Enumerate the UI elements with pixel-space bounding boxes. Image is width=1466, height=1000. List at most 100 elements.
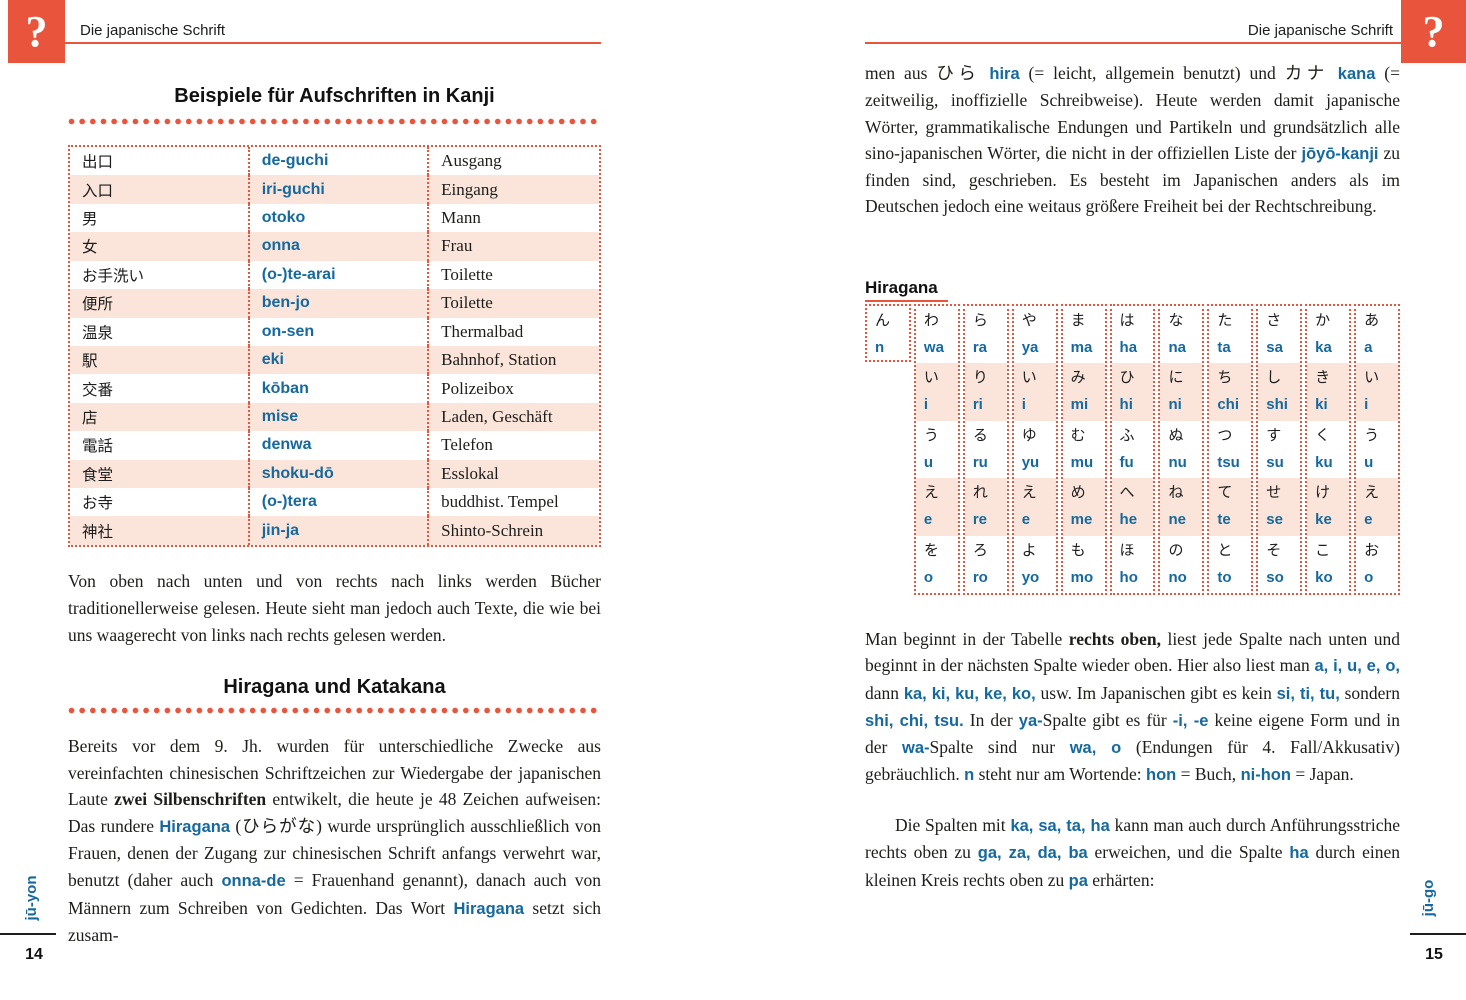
romaji-label: tsu bbox=[1217, 453, 1240, 471]
kana-glyph: ほ bbox=[1119, 542, 1135, 559]
dotted-divider bbox=[68, 707, 601, 714]
text-run: ni-hon bbox=[1240, 766, 1291, 785]
hiragana-column-ya: や ya い i ゆ yu え e よ yo bbox=[1011, 304, 1058, 595]
kanji-table-cell-german: Ausgang bbox=[441, 151, 502, 171]
text-run: Spalte sind nur bbox=[929, 737, 1070, 758]
kanji-table-cell-kanji: 出口 bbox=[82, 154, 114, 172]
kanji-table-cell-german: buddhist. Tempel bbox=[441, 492, 559, 512]
hiragana-cell: の no bbox=[1160, 536, 1202, 593]
hiragana-cell: た ta bbox=[1209, 306, 1251, 363]
text-run: (= leicht, allgemein benutzt) und カナ bbox=[1019, 63, 1338, 83]
romaji-label: yo bbox=[1021, 568, 1040, 586]
kanji-table-cell-kanji: 駅 bbox=[82, 353, 98, 371]
kana-glyph: う bbox=[923, 427, 939, 444]
kana-glyph: る bbox=[972, 427, 988, 444]
romaji-label: o bbox=[1364, 568, 1374, 586]
kana-glyph: お bbox=[1364, 542, 1380, 559]
kana-glyph: え bbox=[1021, 485, 1037, 502]
paragraph-dakuten: Die Spalten mit ka, sa, ta, ha kann man … bbox=[865, 812, 1400, 894]
hiragana-cell: か ka bbox=[1307, 306, 1349, 363]
kanji-table-cell-romaji: mise bbox=[247, 402, 430, 432]
text-run: onna-de bbox=[221, 871, 286, 890]
romaji-label: ri bbox=[972, 396, 983, 414]
romaji-label: chi bbox=[1217, 396, 1240, 414]
kanji-table-row: 温泉 on-sen Thermalbad bbox=[70, 317, 599, 346]
text-run: rechts oben, bbox=[1068, 629, 1161, 649]
kana-glyph: ろ bbox=[972, 542, 988, 559]
kana-glyph: せ bbox=[1266, 485, 1282, 502]
hiragana-cell: ゆ yu bbox=[1014, 421, 1056, 478]
hiragana-cell: つ tsu bbox=[1209, 421, 1251, 478]
kana-glyph: ん bbox=[875, 313, 891, 329]
romaji-label: mo bbox=[1070, 568, 1094, 586]
kana-glyph: え bbox=[1364, 485, 1380, 502]
text-run: sondern bbox=[1339, 682, 1400, 703]
question-mark-icon: ? bbox=[1422, 6, 1445, 56]
footer-rule-left bbox=[0, 933, 56, 935]
text-run: wa, o bbox=[1069, 739, 1122, 758]
kanji-table-cell-romaji: (o-)te-arai bbox=[247, 260, 430, 290]
kanji-table-row: 電話 denwa Telefon bbox=[70, 431, 599, 460]
text-run: durch einen kleinen Kreis rechts oben zu bbox=[865, 842, 1400, 890]
kanji-table-row: 神社 jin-ja Shinto-Schrein bbox=[70, 516, 599, 545]
kanji-table-row: お寺 (o-)tera buddhist. Tempel bbox=[70, 488, 599, 517]
romaji-label: sa bbox=[1266, 339, 1283, 356]
kana-glyph: い bbox=[1021, 370, 1037, 387]
hiragana-cell: ら ra bbox=[965, 306, 1007, 363]
hiragana-cell: に ni bbox=[1160, 363, 1203, 421]
text-run: jōyō-kanji bbox=[1301, 144, 1379, 163]
kana-glyph: り bbox=[972, 370, 988, 387]
hiragana-table: ん n わ wa い i う u え e を o ら ra り ri る ru れ re ろ ro や ya い i ゆ yu え e よ y… bbox=[865, 304, 1400, 595]
romaji-label: i bbox=[923, 396, 929, 414]
kanji-table-cell-kanji: 入口 bbox=[82, 182, 114, 200]
hiragana-column-ta: た ta ち chi つ tsu て te と to bbox=[1207, 304, 1254, 595]
romaji-label: ko bbox=[1315, 568, 1333, 586]
kanji-table-cell-romaji: jin-ja bbox=[247, 516, 430, 545]
text-run: Bereits vor dem 9. Jh. wurden für unters… bbox=[68, 736, 601, 810]
hiragana-cell: け ke bbox=[1307, 478, 1350, 536]
hiragana-cell: わ wa bbox=[916, 306, 958, 363]
romaji-label: hi bbox=[1119, 396, 1133, 414]
romaji-label: ta bbox=[1217, 339, 1231, 356]
text-run: entwikelt, die heute je 48 Zeichen aufwe… bbox=[68, 789, 601, 836]
kanji-table-cell-german: Telefon bbox=[441, 435, 493, 455]
paragraph-silbenschriften: Bereits vor dem 9. Jh. wurden für unters… bbox=[68, 733, 601, 949]
hiragana-cell: さ sa bbox=[1258, 306, 1300, 363]
romaji-label: ma bbox=[1070, 339, 1093, 356]
kana-glyph: ち bbox=[1217, 370, 1233, 387]
romaji-label: ha bbox=[1119, 339, 1138, 356]
text-run: men aus ひら bbox=[865, 63, 990, 83]
running-header-right: Die japanische Schrift bbox=[1247, 22, 1393, 39]
paragraph-hira-kana: men aus ひら hira (= leicht, allgemein ben… bbox=[865, 60, 1400, 220]
romaji-label: ro bbox=[972, 568, 988, 586]
hiragana-cell: ろ ro bbox=[965, 536, 1007, 593]
dotted-divider bbox=[68, 118, 601, 125]
romaji-label: nu bbox=[1168, 453, 1187, 471]
kana-glyph: え bbox=[923, 485, 939, 502]
paragraph-table-reading-order: Man beginnt in der Tabelle rechts oben, … bbox=[865, 626, 1400, 789]
kana-glyph: ま bbox=[1070, 313, 1086, 329]
kanji-table-cell-german: Polizeibox bbox=[441, 378, 514, 398]
page-number-left: 14 bbox=[25, 946, 43, 963]
romaji-label: mu bbox=[1070, 453, 1094, 471]
kanji-table-cell-romaji: onna bbox=[247, 232, 430, 261]
text-run: zwei Silbenschriften bbox=[114, 789, 267, 810]
hiragana-cell: そ so bbox=[1258, 536, 1300, 593]
hiragana-cell: る ru bbox=[965, 421, 1007, 478]
text-run: liest jede Spalte nach unten und beginnt… bbox=[865, 629, 1400, 676]
kanji-table-cell-german: Eingang bbox=[441, 179, 498, 199]
kanji-table-cell-kanji: 温泉 bbox=[82, 324, 114, 342]
kanji-table-cell-romaji: iri-guchi bbox=[247, 175, 430, 204]
kanji-table-cell-romaji: eki bbox=[247, 345, 430, 375]
kanji-table-cell-kanji: 食堂 bbox=[82, 466, 114, 484]
hiragana-label-rule bbox=[865, 300, 948, 302]
hiragana-cell: は ha bbox=[1112, 306, 1154, 363]
text-run: shi, chi, tsu. bbox=[865, 711, 964, 730]
romaji-label: no bbox=[1168, 568, 1187, 586]
kanji-table-cell-kanji: 女 bbox=[82, 239, 98, 257]
kanji-table-cell-german: Thermalbad bbox=[441, 321, 524, 341]
